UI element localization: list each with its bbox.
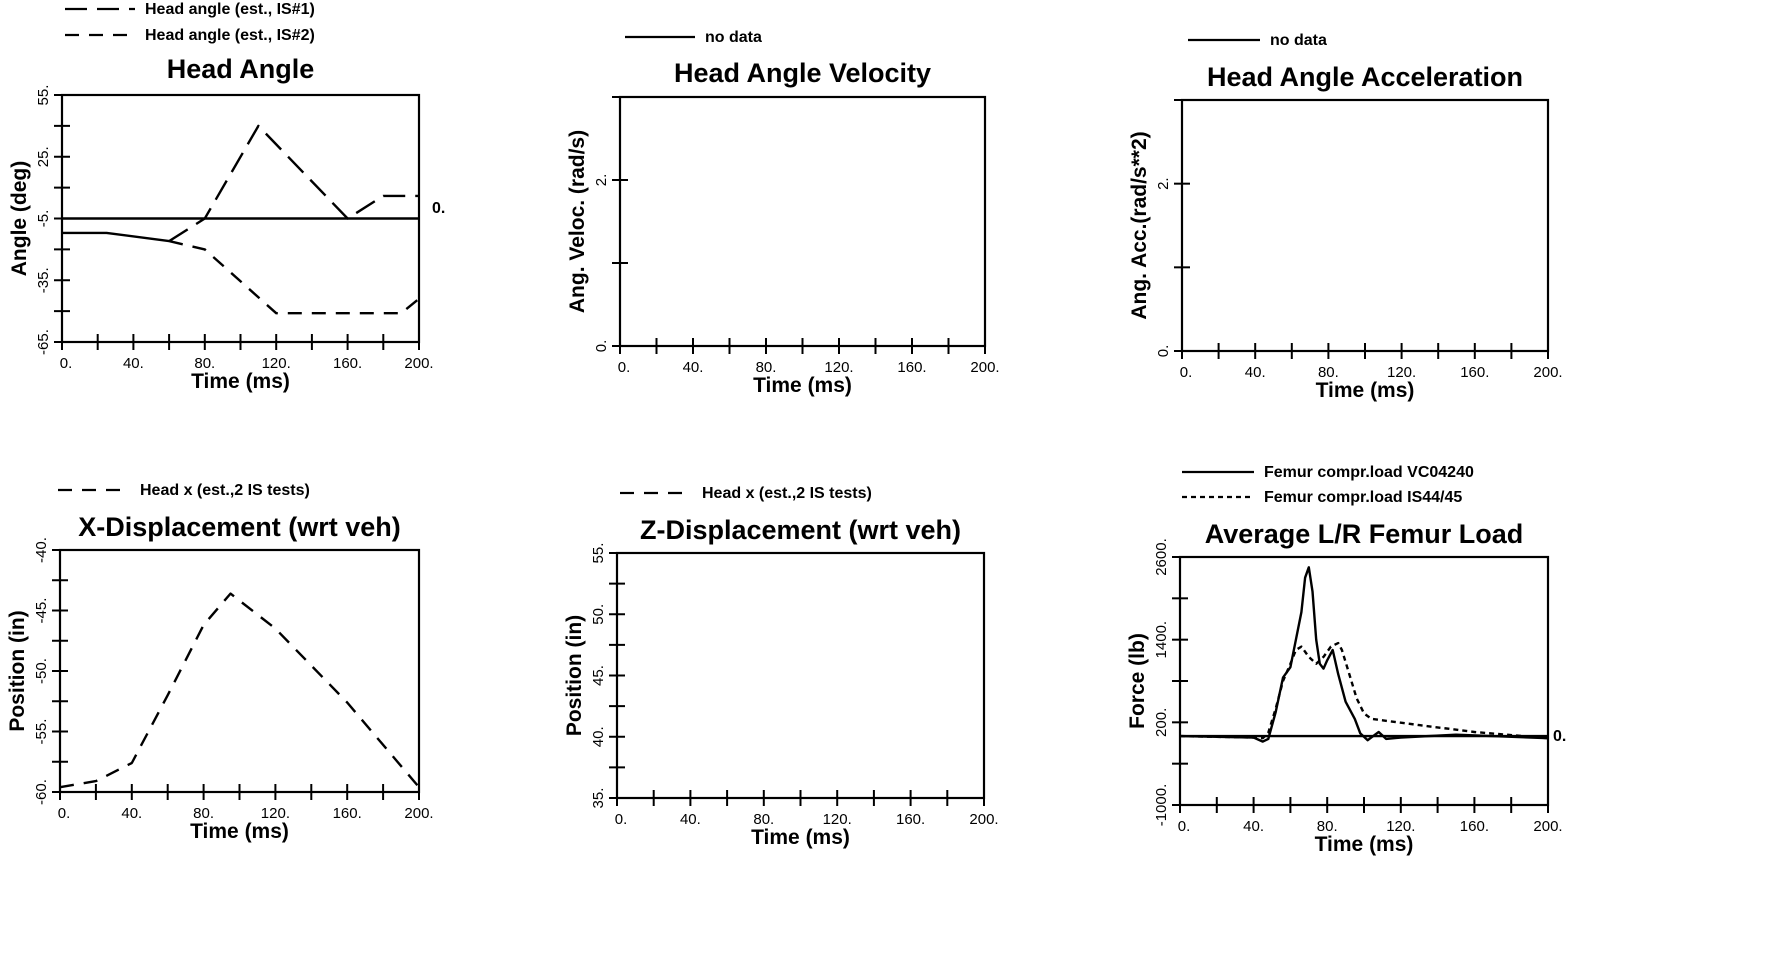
x-tick-label: 120. — [823, 811, 852, 828]
x-tick-label: 160. — [896, 811, 925, 828]
legend-entry: no data — [1270, 32, 1327, 49]
x-tick-label: 40. — [1245, 364, 1266, 381]
y-tick-label: 1400. — [1153, 621, 1170, 659]
x-tick-label: 200. — [970, 359, 999, 376]
x-tick-label: 160. — [333, 805, 362, 822]
x-axis-label: Time (ms) — [191, 370, 290, 393]
x-tick-label: 0. — [1178, 818, 1191, 835]
y-tick-label: 25. — [35, 146, 52, 167]
x-tick-label: 120. — [1387, 364, 1416, 381]
x-tick-label: 200. — [404, 355, 433, 372]
x-tick-label: 40. — [1243, 818, 1264, 835]
y-tick-label: 55. — [590, 543, 607, 564]
x-axis-label: Time (ms) — [1316, 379, 1415, 402]
x-tick-label: 120. — [261, 805, 290, 822]
x-tick-label: 80. — [1318, 364, 1339, 381]
x-tick-label: 160. — [1460, 818, 1489, 835]
chart-title: X-Displacement (wrt veh) — [78, 512, 401, 542]
y-axis-label: Position (in) — [6, 610, 29, 731]
y-tick-label: 0. — [593, 340, 610, 353]
legend-entry: no data — [705, 29, 762, 46]
x-tick-label: 0. — [1180, 364, 1193, 381]
chart-title: Head Angle Velocity — [674, 58, 931, 88]
chart-panel-3: Head Angle Acceleration no data 0. 40. 80. 12… — [1128, 32, 1563, 402]
x-tick-label: 80. — [756, 359, 777, 376]
y-tick-label: -65. — [35, 329, 52, 355]
x-tick-label: 120. — [824, 359, 853, 376]
chart-panel-6: Average L/R Femur Load Femur compr.load V… — [1126, 464, 1566, 856]
x-tick-label: 80. — [193, 805, 214, 822]
chart-panel-4: X-Displacement (wrt veh) Head x (est.,2 I… — [6, 482, 434, 843]
chart-title: Head Angle — [167, 54, 315, 84]
x-axis-label: Time (ms) — [1315, 833, 1414, 856]
y-tick-label: 0. — [1155, 345, 1172, 358]
y-axis-label: Position (in) — [563, 615, 586, 736]
x-tick-label: 40. — [683, 359, 704, 376]
legend-entry: Head angle (est., IS#1) — [145, 1, 315, 18]
legend-entry: Head x (est.,2 IS tests) — [702, 485, 872, 502]
chart-title: Z-Displacement (wrt veh) — [640, 515, 961, 545]
y-tick-label: -60. — [33, 779, 50, 805]
x-tick-label: 40. — [121, 805, 142, 822]
x-axis-label: Time (ms) — [753, 374, 852, 397]
y-tick-label: 200. — [1153, 708, 1170, 737]
reference-label: 0. — [432, 200, 445, 217]
x-tick-label: 40. — [123, 355, 144, 372]
x-tick-label: 80. — [194, 355, 215, 372]
y-tick-label: 40. — [590, 726, 607, 747]
y-axis-label: Ang. Acc.(rad/s**2) — [1128, 131, 1151, 319]
x-axis-label: Time (ms) — [190, 820, 289, 843]
x-tick-label: 0. — [58, 805, 71, 822]
y-tick-label: -1000. — [1153, 784, 1170, 827]
y-axis-label: Angle (deg) — [8, 161, 31, 277]
x-tick-label: 0. — [615, 811, 628, 828]
legend-entry: Head x (est.,2 IS tests) — [140, 482, 310, 499]
reference-label: 0. — [1553, 728, 1566, 745]
x-tick-label: 200. — [404, 805, 433, 822]
legend-entry: Femur compr.load VC04240 — [1264, 464, 1474, 481]
x-tick-label: 80. — [1317, 818, 1338, 835]
x-tick-label: 120. — [1386, 818, 1415, 835]
x-tick-label: 160. — [897, 359, 926, 376]
x-tick-label: 40. — [680, 811, 701, 828]
series-line-1 — [168, 124, 419, 243]
y-axis-label: Force (lb) — [1126, 633, 1149, 729]
x-tick-label: 200. — [1533, 818, 1562, 835]
y-tick-label: 45. — [590, 665, 607, 686]
y-tick-label: 2600. — [1153, 538, 1170, 576]
y-tick-label: 2. — [593, 174, 610, 187]
series-line-2 — [168, 239, 420, 315]
chart-panel-5: Z-Displacement (wrt veh) Head x (est.,2 I… — [563, 485, 999, 849]
y-tick-label: -35. — [35, 267, 52, 293]
y-tick-label: -55. — [33, 719, 50, 745]
y-tick-label: -5. — [35, 210, 52, 228]
chart-panel-1: Head Angle Head angle (est., IS#1) Head an… — [8, 1, 445, 393]
y-tick-label: -50. — [33, 658, 50, 684]
x-tick-label: 200. — [969, 811, 998, 828]
y-axis-label: Ang. Veloc. (rad/s) — [566, 130, 589, 313]
x-tick-label: 120. — [262, 355, 291, 372]
series-line-3 — [62, 231, 170, 243]
y-tick-label: 50. — [590, 604, 607, 625]
series-line-1 — [59, 592, 420, 789]
legend-entry: Femur compr.load IS44/45 — [1264, 489, 1462, 506]
y-tick-label: 35. — [590, 788, 607, 809]
x-tick-label: 0. — [618, 359, 631, 376]
y-tick-label: -40. — [33, 537, 50, 563]
chart-panel-2: Head Angle Velocity no data 0. 40. 80. 120. 16… — [566, 29, 1000, 397]
series-line-2 — [1179, 641, 1549, 740]
y-tick-label: 55. — [35, 85, 52, 106]
y-tick-label: 2. — [1155, 177, 1172, 190]
x-tick-label: 80. — [753, 811, 774, 828]
x-tick-label: 200. — [1533, 364, 1562, 381]
x-tick-label: 160. — [333, 355, 362, 372]
chart-title: Average L/R Femur Load — [1205, 519, 1524, 549]
legend-entry: Head angle (est., IS#2) — [145, 27, 315, 44]
x-axis-label: Time (ms) — [751, 826, 850, 849]
x-tick-label: 160. — [1460, 364, 1489, 381]
x-tick-label: 0. — [60, 355, 73, 372]
y-tick-label: -45. — [33, 598, 50, 624]
chart-title: Head Angle Acceleration — [1207, 62, 1523, 92]
